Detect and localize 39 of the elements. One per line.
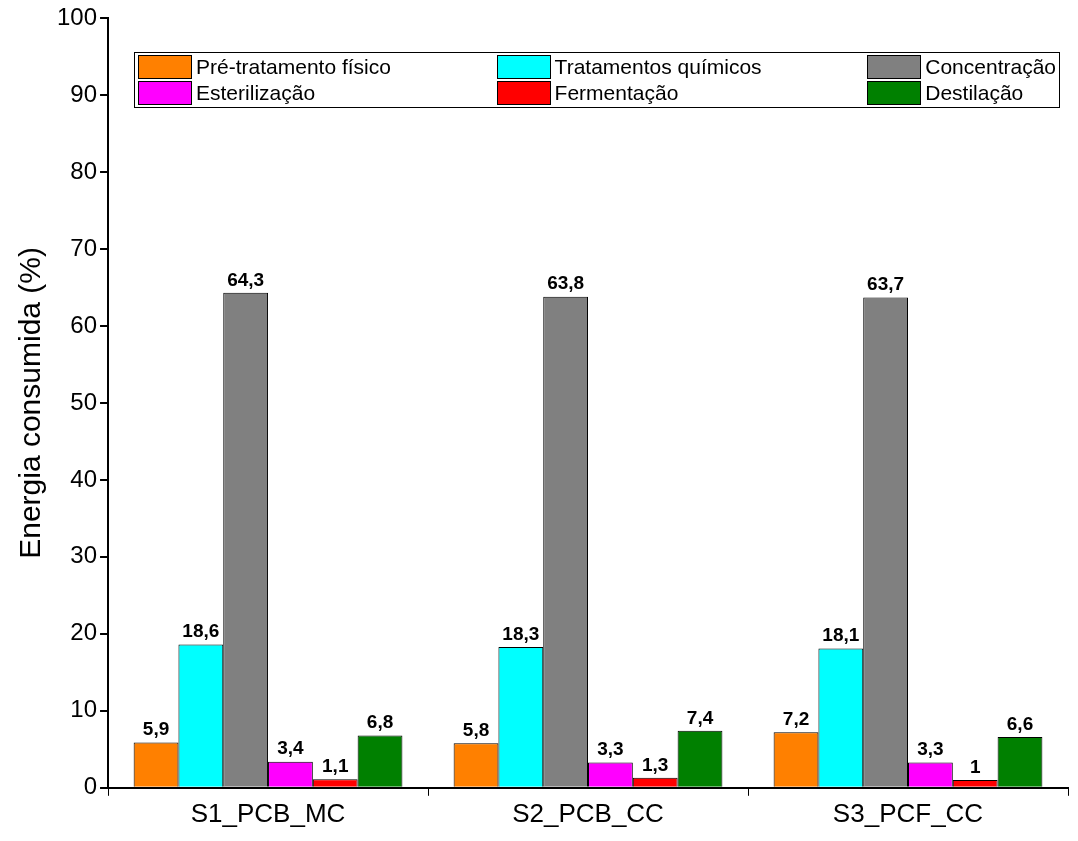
- data-label: 3,4: [277, 737, 305, 759]
- x-tick-label: S1_PCB_MC: [190, 797, 346, 828]
- data-label: 7,4: [686, 706, 714, 728]
- legend-label: Pré-tratamento físico: [196, 55, 391, 79]
- data-label: 63,8: [547, 272, 585, 294]
- data-label: 6,8: [366, 711, 394, 733]
- data-label: 5,9: [142, 718, 170, 740]
- data-label: 3,3: [597, 738, 624, 760]
- legend-label: Tratamentos químicos: [554, 55, 762, 79]
- x-tick-label: S3_PCF_CC: [832, 797, 984, 828]
- data-label: 18,3: [502, 622, 540, 644]
- data-label: 63,7: [867, 273, 905, 295]
- y-tick-label: 90: [70, 79, 98, 107]
- data-label: 1,1: [322, 755, 349, 777]
- y-tick-label: 60: [70, 310, 98, 338]
- data-label: 18,1: [822, 624, 860, 646]
- y-tick-label: 80: [70, 156, 98, 184]
- y-tick-label: 20: [70, 618, 98, 646]
- data-label: 6,6: [1006, 712, 1034, 734]
- y-tick-label: 10: [70, 695, 98, 723]
- y-tick-label: 0: [83, 772, 98, 800]
- data-label: 64,3: [227, 268, 265, 290]
- legend-label: Fermentação: [554, 81, 679, 105]
- data-label: 3,3: [917, 738, 944, 760]
- legend-label: Esterilização: [196, 81, 316, 105]
- data-label: 7,2: [782, 708, 810, 730]
- data-label: 5,8: [462, 718, 490, 740]
- data-label: 1,3: [642, 753, 669, 775]
- data-label: 1: [969, 755, 981, 777]
- y-tick-label: 70: [70, 233, 98, 261]
- legend-label: Concentração: [925, 55, 1056, 79]
- legend-label: Destilação: [925, 81, 1024, 105]
- y-axis-title: Energia consumida (%): [13, 246, 47, 559]
- y-tick-label: 50: [70, 387, 98, 415]
- y-tick-label: 100: [57, 2, 98, 30]
- x-tick-label: S2_PCB_CC: [512, 797, 664, 828]
- y-tick-label: 40: [70, 464, 98, 492]
- data-label: 18,6: [182, 620, 220, 642]
- y-tick-label: 30: [70, 541, 98, 569]
